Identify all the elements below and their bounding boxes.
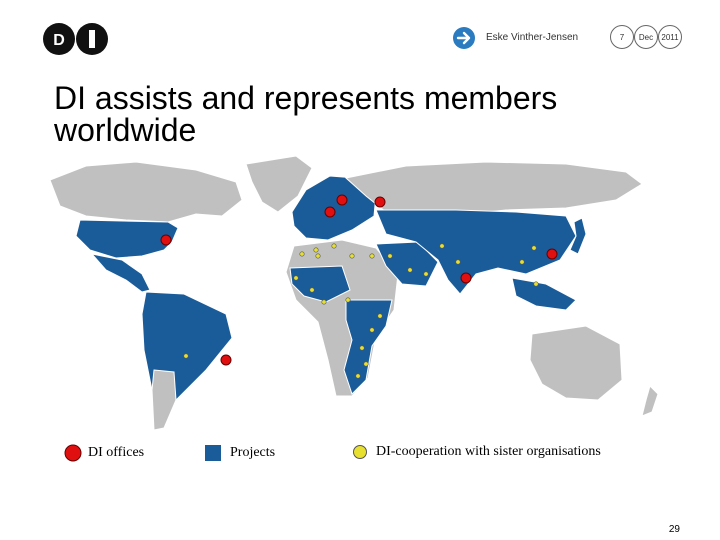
cooperation-marker — [355, 373, 361, 379]
cooperation-marker — [345, 297, 351, 303]
asia — [375, 209, 577, 295]
arrow-right-icon — [453, 27, 475, 49]
legend-projects-label: Projects — [230, 445, 276, 460]
cooperation-marker — [315, 253, 321, 259]
legend-cooperation: DI-cooperation with sister organisations — [352, 444, 601, 460]
cooperation-marker — [359, 345, 365, 351]
legend-cooperation-label: DI-cooperation with sister organisations — [376, 444, 601, 459]
japan — [569, 217, 587, 255]
cooperation-marker — [369, 327, 375, 333]
cooperation-marker — [423, 271, 429, 277]
south-america-south — [151, 369, 177, 431]
office-marker — [160, 234, 172, 246]
cooperation-marker — [455, 259, 461, 265]
cooperation-marker — [309, 287, 315, 293]
office-marker — [220, 354, 232, 366]
title-line-2: worldwide — [54, 112, 197, 148]
office-marker-icon — [64, 444, 82, 462]
svg-text:D: D — [53, 32, 65, 49]
office-marker — [546, 248, 558, 260]
cooperation-marker — [349, 253, 355, 259]
office-marker — [324, 206, 336, 218]
cooperation-marker — [377, 313, 383, 319]
cooperation-marker — [519, 259, 525, 265]
slide-title: DI assists and represents members worldw… — [54, 82, 674, 146]
legend-projects: Projects — [204, 444, 275, 462]
central-america — [90, 253, 151, 293]
russia — [344, 161, 643, 217]
greenland — [245, 155, 313, 213]
north-america-north — [49, 161, 243, 223]
cooperation-marker — [369, 253, 375, 259]
africa-projects — [343, 299, 393, 395]
europe — [291, 175, 377, 241]
date-year: 2011 — [658, 25, 682, 49]
date-day: 7 — [610, 25, 634, 49]
legend-offices-label: DI offices — [88, 445, 145, 460]
cooperation-marker — [363, 361, 369, 367]
page-number: 29 — [668, 524, 680, 535]
project-square-icon — [205, 445, 221, 461]
world-map — [49, 155, 659, 431]
cooperation-marker-icon — [353, 445, 367, 459]
office-markers — [160, 194, 558, 366]
cooperation-marker — [183, 353, 189, 359]
new-zealand — [641, 385, 659, 417]
cooperation-marker — [387, 253, 393, 259]
presenter-name: Eske Vinther-Jensen — [486, 32, 579, 43]
cooperation-marker — [533, 281, 539, 287]
di-logo: D — [43, 23, 108, 55]
cooperation-marker — [299, 251, 305, 257]
office-marker — [374, 196, 386, 208]
cooperation-marker — [313, 247, 319, 253]
cooperation-marker — [331, 243, 337, 249]
australia — [529, 325, 623, 401]
legend-offices: DI offices — [64, 444, 144, 462]
cooperation-marker — [293, 275, 299, 281]
cooperation-markers — [183, 243, 539, 379]
cooperation-marker — [321, 299, 327, 305]
cooperation-marker — [407, 267, 413, 273]
title-line-1: DI assists and represents members — [54, 80, 558, 116]
cooperation-marker — [531, 245, 537, 251]
southeast-asia — [511, 277, 577, 311]
date-month: Dec — [634, 25, 658, 49]
office-marker — [336, 194, 348, 206]
office-marker — [460, 272, 472, 284]
usa — [75, 219, 179, 259]
cooperation-marker — [439, 243, 445, 249]
